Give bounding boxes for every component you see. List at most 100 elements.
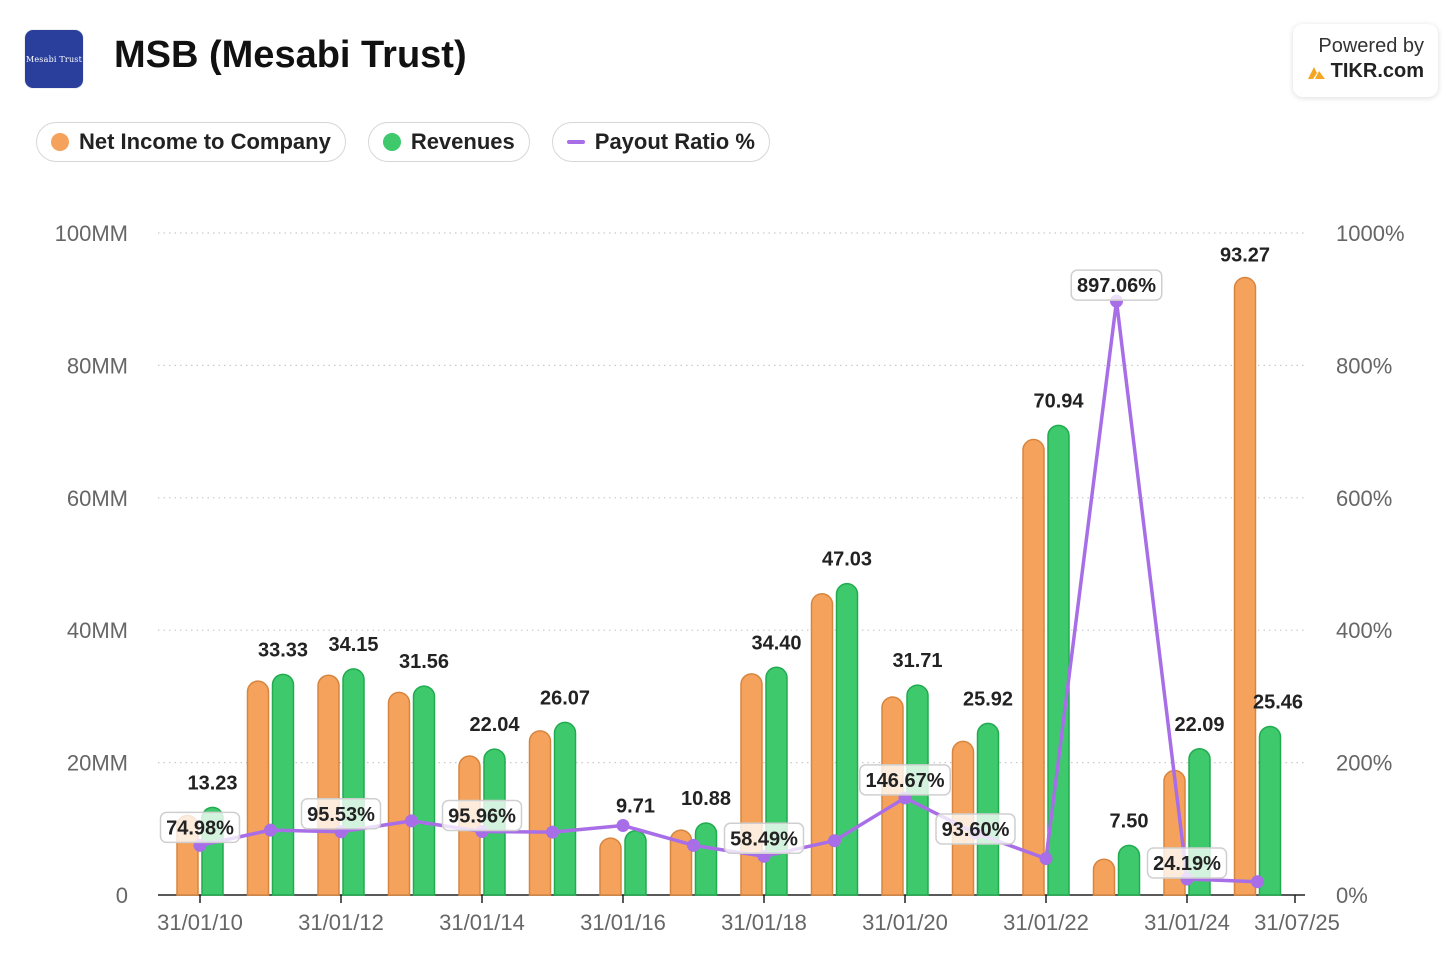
revenue-bar — [342, 668, 365, 896]
revenue-value-label: 47.03 — [822, 549, 872, 571]
y-left-tick-label: 0 — [116, 883, 128, 908]
page-title: MSB (Mesabi Trust) — [114, 34, 467, 76]
brand-link[interactable]: TIKR.com — [1307, 59, 1424, 84]
payout-value-label: 93.60% — [942, 819, 1010, 841]
net-income-bar — [528, 730, 552, 896]
payout-point — [264, 823, 277, 837]
payout-value-label: 58.49% — [730, 828, 798, 850]
revenue-value-label: 34.40 — [751, 632, 801, 654]
revenue-bar — [694, 822, 718, 896]
x-tick-label: 31/01/22 — [1003, 910, 1089, 935]
x-tick-label: 31/01/12 — [298, 910, 384, 935]
revenue-value-label: 34.15 — [328, 634, 378, 656]
revenue-bar — [1258, 725, 1282, 896]
payout-point — [616, 818, 630, 832]
payout-point — [687, 838, 700, 852]
y-right-tick-label: 600% — [1336, 486, 1392, 511]
y-right-tick-label: 200% — [1336, 751, 1392, 776]
chart-legend: Net Income to Company Revenues Payout Ra… — [36, 122, 770, 162]
payout-label-box — [1070, 269, 1163, 301]
payout-value-label: 95.53% — [307, 804, 375, 826]
y-left-tick-label: 80MM — [67, 353, 128, 378]
payout-point — [546, 825, 559, 839]
payout-point — [405, 814, 418, 828]
payout-label-box — [159, 811, 241, 844]
y-right-tick-label: 1000% — [1336, 221, 1405, 246]
y-left-tick-label: 20MM — [67, 751, 128, 776]
revenue-value-label: 10.88 — [681, 788, 731, 810]
legend-item-net-income[interactable]: Net Income to Company — [36, 122, 346, 162]
payout-value-label: 95.96% — [448, 805, 516, 827]
x-tick-label: 31/01/24 — [1144, 910, 1230, 935]
revenues-swatch-icon — [382, 133, 401, 151]
net-income-bar — [317, 674, 340, 896]
legend-item-revenues[interactable]: Revenues — [367, 122, 530, 162]
payout-line-icon — [566, 140, 585, 144]
payout-value-label: 24.19% — [1153, 853, 1221, 875]
net-income-value-label: 93.27 — [1220, 245, 1270, 267]
net-income-bar — [740, 673, 763, 896]
powered-by-text: Powered by — [1318, 35, 1424, 57]
revenue-bar — [624, 830, 647, 896]
powered-by-badge[interactable]: Powered by TIKR.com — [1292, 24, 1438, 97]
net-income-bar — [599, 837, 622, 896]
x-tick-label: 31/01/16 — [580, 910, 666, 935]
company-logo: Mesabi Trust — [25, 30, 83, 88]
revenue-bar — [412, 685, 436, 896]
revenue-value-label: 13.23 — [187, 772, 237, 794]
revenue-value-label: 33.33 — [258, 639, 308, 661]
revenue-bar — [271, 673, 295, 896]
revenue-bar — [765, 666, 788, 896]
net-income-bar — [1092, 858, 1116, 896]
y-right-tick-label: 0% — [1336, 883, 1368, 908]
net-income-bar — [246, 680, 270, 896]
revenue-value-label: 31.71 — [892, 650, 942, 672]
payout-label-box — [935, 813, 1016, 845]
legend-label: Payout Ratio % — [594, 129, 755, 154]
payout-label-box — [300, 798, 382, 830]
x-tick-label: 31/01/10 — [157, 910, 243, 935]
net-income-bar — [1022, 438, 1045, 896]
revenue-bar — [976, 722, 1000, 896]
payout-label-box — [723, 822, 805, 855]
revenue-value-label: 7.50 — [1110, 810, 1149, 832]
payout-point — [1251, 875, 1264, 889]
revenue-bar — [835, 582, 859, 896]
payout-label-box — [859, 764, 951, 796]
revenue-value-label: 31.56 — [399, 651, 449, 673]
revenue-value-label: 70.94 — [1033, 390, 1084, 412]
net-income-bar — [1233, 276, 1257, 896]
revenue-bar — [553, 721, 577, 896]
x-tick-label: 31/07/25 — [1254, 910, 1340, 935]
net-income-swatch-icon — [51, 133, 69, 151]
payout-point — [1039, 852, 1053, 866]
x-tick-label: 31/01/14 — [439, 910, 525, 935]
payout-label-box — [1146, 847, 1228, 879]
legend-label: Net Income to Company — [79, 129, 331, 154]
revenue-value-label: 25.92 — [963, 688, 1013, 710]
logo-text: Mesabi Trust — [25, 54, 83, 64]
legend-label: Revenues — [410, 129, 515, 154]
legend-item-payout-ratio[interactable]: Payout Ratio % — [551, 122, 770, 162]
net-income-bar — [387, 691, 411, 896]
revenue-value-label: 22.04 — [469, 714, 520, 736]
y-left-tick-label: 60MM — [67, 486, 128, 511]
revenue-value-label: 22.09 — [1174, 714, 1224, 736]
y-right-tick-label: 400% — [1336, 618, 1392, 643]
payout-label-box — [441, 799, 523, 832]
tikr-logo-icon — [1307, 66, 1325, 79]
revenue-value-label: 9.71 — [616, 796, 655, 818]
payout-point — [828, 834, 841, 848]
brand-text: TIKR.com — [1330, 60, 1424, 82]
payout-value-label: 897.06% — [1077, 275, 1156, 297]
payout-value-label: 146.67% — [866, 770, 945, 792]
net-income-bar — [810, 593, 834, 896]
revenue-bar — [1117, 844, 1141, 896]
revenue-value-label: 26.07 — [540, 687, 590, 709]
y-left-tick-label: 100MM — [55, 221, 128, 246]
y-left-tick-label: 40MM — [67, 618, 128, 643]
y-right-tick-label: 800% — [1336, 353, 1392, 378]
net-income-bar — [881, 696, 904, 896]
x-tick-label: 31/01/20 — [862, 910, 948, 935]
